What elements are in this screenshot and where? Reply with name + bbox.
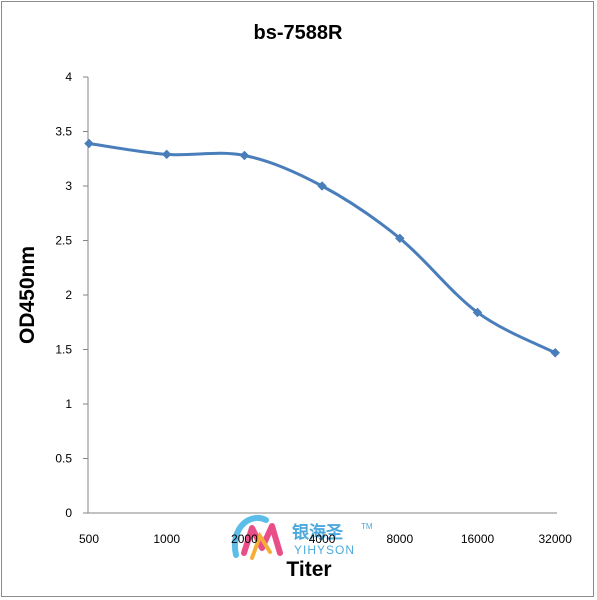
y-tick-label: 4 bbox=[65, 70, 72, 84]
data-point-marker bbox=[84, 138, 94, 149]
y-tick-label: 0 bbox=[65, 506, 72, 520]
data-point-marker bbox=[161, 149, 172, 160]
y-tick-label: 2.5 bbox=[55, 234, 72, 248]
data-point-marker bbox=[394, 233, 405, 244]
x-axis-title: Titer bbox=[286, 558, 331, 581]
chart-title: bs-7588R bbox=[254, 22, 343, 44]
logo-mark-icon bbox=[231, 515, 283, 560]
logo-trademark: TM bbox=[361, 522, 373, 531]
series-line bbox=[88, 142, 556, 355]
yihyson-logo: 银海圣 TM YIHYSON bbox=[231, 515, 373, 560]
data-point-marker bbox=[472, 307, 483, 318]
y-axis-title: OD450nm bbox=[16, 246, 39, 344]
x-tick-label: 4000 bbox=[309, 532, 336, 546]
y-tick-label: 2 bbox=[65, 288, 72, 302]
series-layer bbox=[84, 138, 561, 358]
logo-english-text: YIHYSON bbox=[294, 543, 355, 557]
x-tick-label: 8000 bbox=[386, 532, 413, 546]
x-tick-label: 1000 bbox=[153, 532, 180, 546]
y-axis: 0 0.5 1 1.5 2 2.5 3 3.5 4 bbox=[55, 70, 89, 520]
logo-chinese-text: 银海圣 bbox=[292, 522, 344, 543]
x-tick-label: 2000 bbox=[231, 532, 258, 546]
data-point-marker bbox=[317, 181, 327, 191]
x-tick-label: 16000 bbox=[461, 532, 495, 546]
y-tick-label: 3.5 bbox=[55, 125, 72, 139]
y-tick-label: 0.5 bbox=[55, 452, 72, 466]
x-tick-label: 500 bbox=[79, 532, 99, 546]
y-tick-label: 1.5 bbox=[55, 343, 72, 357]
data-point-marker bbox=[239, 150, 250, 161]
data-point-marker bbox=[550, 347, 561, 358]
y-tick-label: 3 bbox=[65, 179, 72, 193]
x-tick-label: 32000 bbox=[539, 532, 573, 546]
y-tick-label: 1 bbox=[65, 397, 72, 411]
